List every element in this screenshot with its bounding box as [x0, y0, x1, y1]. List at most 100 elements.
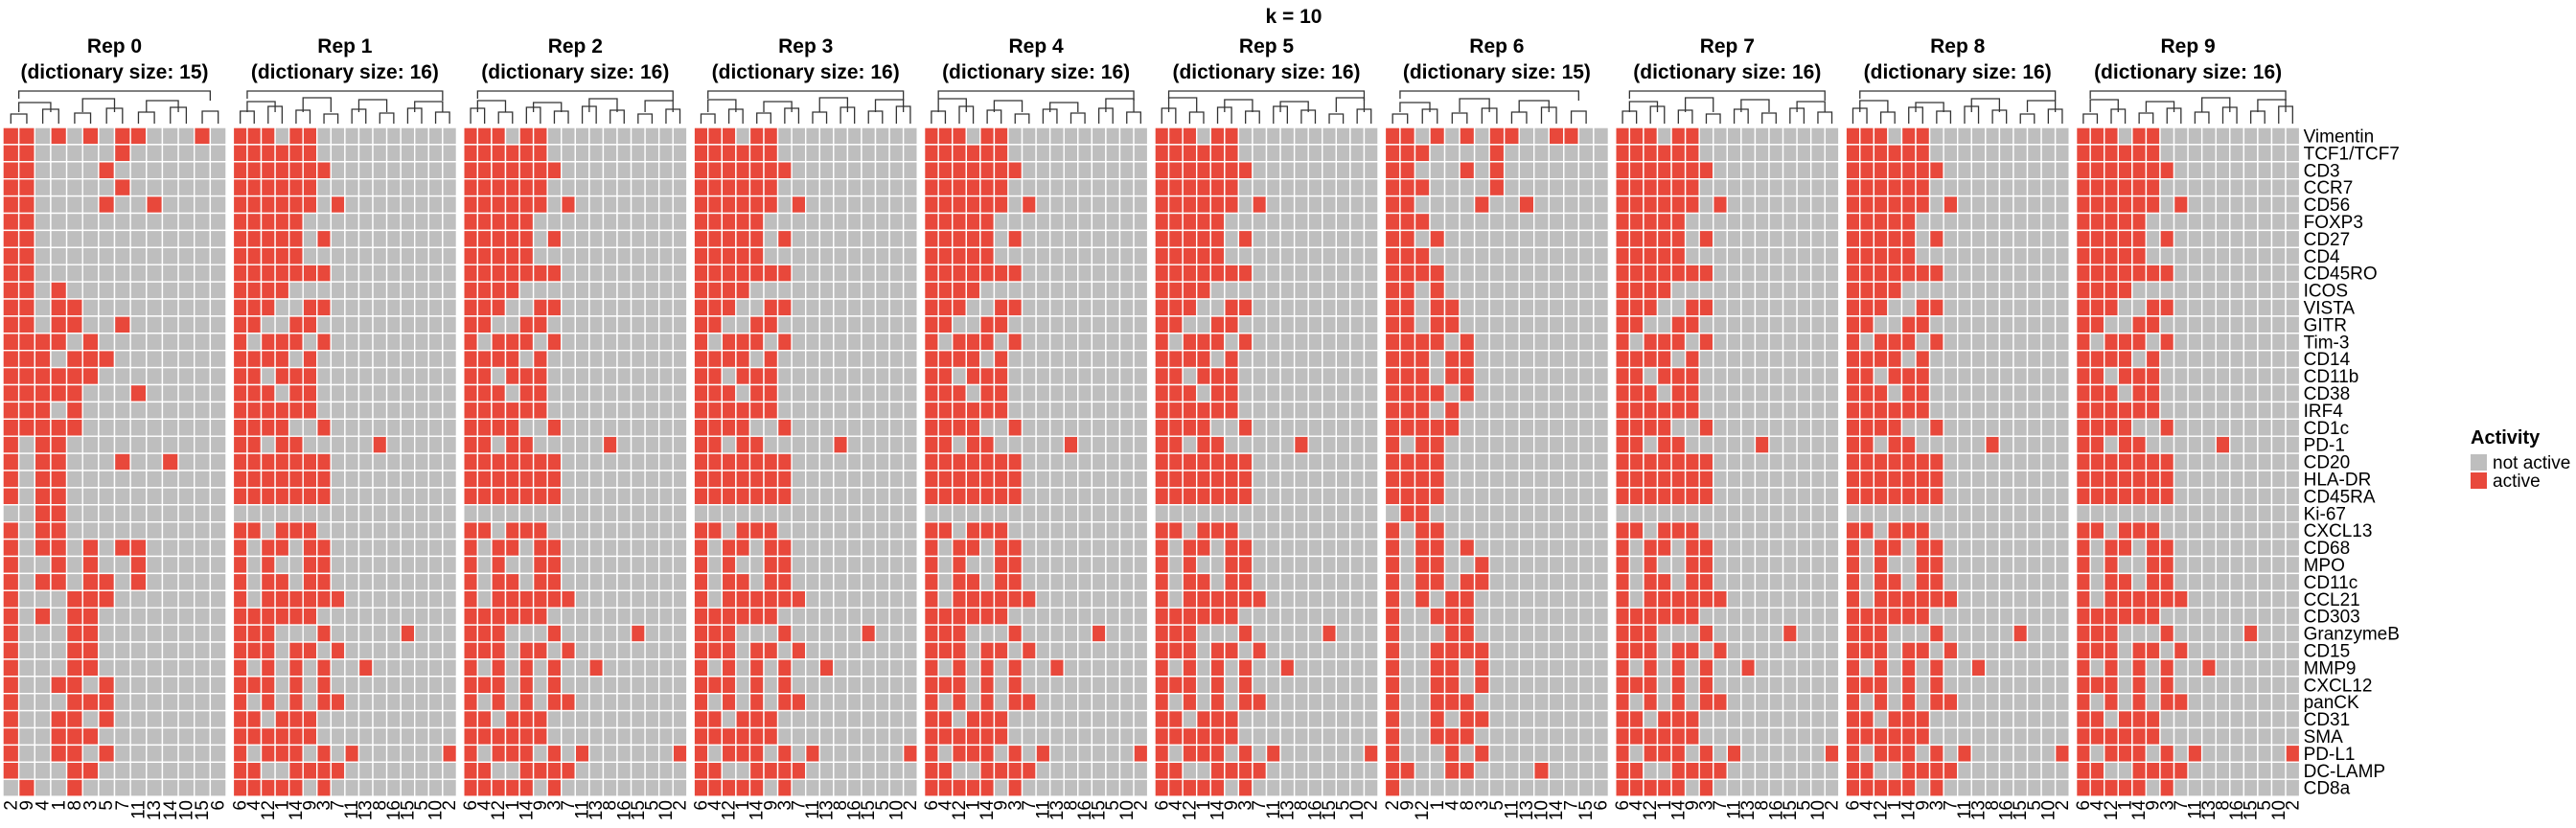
cell-not-active — [442, 572, 458, 592]
cell-not-active — [1414, 693, 1431, 712]
cell-active — [532, 487, 548, 506]
cell-not-active — [1335, 333, 1351, 352]
cell-active — [979, 212, 996, 232]
cell-active — [979, 607, 996, 626]
cell-not-active — [442, 315, 458, 334]
cell-not-active — [1063, 726, 1079, 747]
cell-not-active — [129, 693, 148, 712]
cell-not-active — [194, 246, 212, 265]
cell-not-active — [874, 726, 890, 747]
cell-not-active — [1077, 401, 1093, 420]
cell-not-active — [1322, 177, 1338, 197]
cell-active — [1684, 126, 1700, 146]
cell-not-active — [874, 246, 890, 265]
dendrogram-branch — [476, 100, 507, 112]
cell-active — [1615, 521, 1631, 540]
cell-not-active — [1684, 435, 1700, 454]
cell-not-active — [1399, 589, 1416, 609]
cell-not-active — [344, 281, 360, 300]
cell-not-active — [1035, 177, 1051, 197]
cell-not-active — [846, 144, 862, 163]
cell-active — [65, 726, 83, 747]
cell-active — [1563, 126, 1580, 146]
cell-not-active — [846, 126, 862, 146]
cell-not-active — [1021, 246, 1037, 265]
cell-not-active — [861, 315, 877, 334]
cell-active — [463, 350, 479, 369]
cell-not-active — [1307, 315, 1323, 334]
cell-active — [1643, 452, 1659, 472]
cell-active — [518, 693, 535, 712]
cell-active — [693, 229, 709, 248]
cell-not-active — [400, 298, 416, 317]
cell-active — [2, 658, 20, 678]
column-label: 2 — [1, 800, 21, 811]
cell-not-active — [1670, 504, 1687, 523]
cell-not-active — [1473, 161, 1490, 180]
cell-not-active — [1698, 607, 1714, 626]
cell-active — [330, 693, 346, 712]
cell-not-active — [1035, 607, 1051, 626]
cell-not-active — [1105, 607, 1121, 626]
cell-not-active — [874, 521, 890, 540]
cell-active — [1399, 350, 1416, 369]
cell-not-active — [1768, 521, 1784, 540]
cell-active — [274, 452, 290, 472]
cell-not-active — [209, 212, 227, 232]
cell-active — [302, 126, 318, 146]
cell-not-active — [1021, 778, 1037, 797]
cell-active — [491, 487, 507, 506]
cell-not-active — [1754, 264, 1770, 283]
cell-active — [965, 726, 981, 747]
cell-not-active — [1293, 676, 1309, 695]
cell-not-active — [1577, 229, 1595, 248]
cell-not-active — [1473, 624, 1490, 643]
cell-not-active — [833, 693, 849, 712]
cell-not-active — [1322, 435, 1338, 454]
cell-not-active — [1118, 401, 1135, 420]
column-label: 5 — [1334, 800, 1354, 811]
column-label: 16 — [614, 800, 634, 820]
cell-not-active — [1077, 744, 1093, 764]
cell-not-active — [1548, 229, 1565, 248]
panel-subtitle: (dictionary size: 16) — [1633, 61, 1821, 83]
cell-not-active — [1593, 161, 1610, 180]
cell-not-active — [1656, 383, 1672, 403]
cell-not-active — [50, 761, 68, 780]
cell-not-active — [763, 658, 779, 678]
cell-not-active — [491, 709, 507, 729]
cell-active — [1429, 315, 1446, 334]
cell-active — [952, 744, 967, 764]
cell-active — [1656, 418, 1672, 437]
cell-not-active — [113, 298, 131, 317]
cell-not-active — [937, 744, 954, 764]
column-label: 9 — [1398, 800, 1418, 811]
column-label: 1 — [49, 800, 69, 811]
cell-not-active — [1698, 126, 1714, 146]
cell-active — [34, 607, 52, 626]
column-label: 4 — [475, 800, 495, 811]
cell-not-active — [657, 641, 674, 660]
cell-active — [952, 383, 967, 403]
cell-not-active — [330, 281, 346, 300]
cell-not-active — [1809, 572, 1826, 592]
cell-active — [1209, 761, 1226, 780]
cell-not-active — [630, 504, 646, 523]
cell-not-active — [1488, 401, 1506, 420]
cell-not-active — [763, 281, 779, 300]
cell-not-active — [1279, 709, 1296, 729]
cell-not-active — [888, 366, 905, 386]
cell-not-active — [602, 350, 618, 369]
cell-not-active — [630, 589, 646, 609]
cell-not-active — [1322, 709, 1338, 729]
cell-not-active — [288, 350, 304, 369]
cell-active — [491, 693, 507, 712]
cell-not-active — [302, 778, 318, 797]
cell-not-active — [1473, 177, 1490, 197]
cell-active — [476, 401, 493, 420]
cell-not-active — [177, 246, 196, 265]
cell-active — [735, 521, 751, 540]
cell-not-active — [846, 555, 862, 575]
cell-not-active — [1077, 435, 1093, 454]
cell-active — [274, 264, 290, 283]
